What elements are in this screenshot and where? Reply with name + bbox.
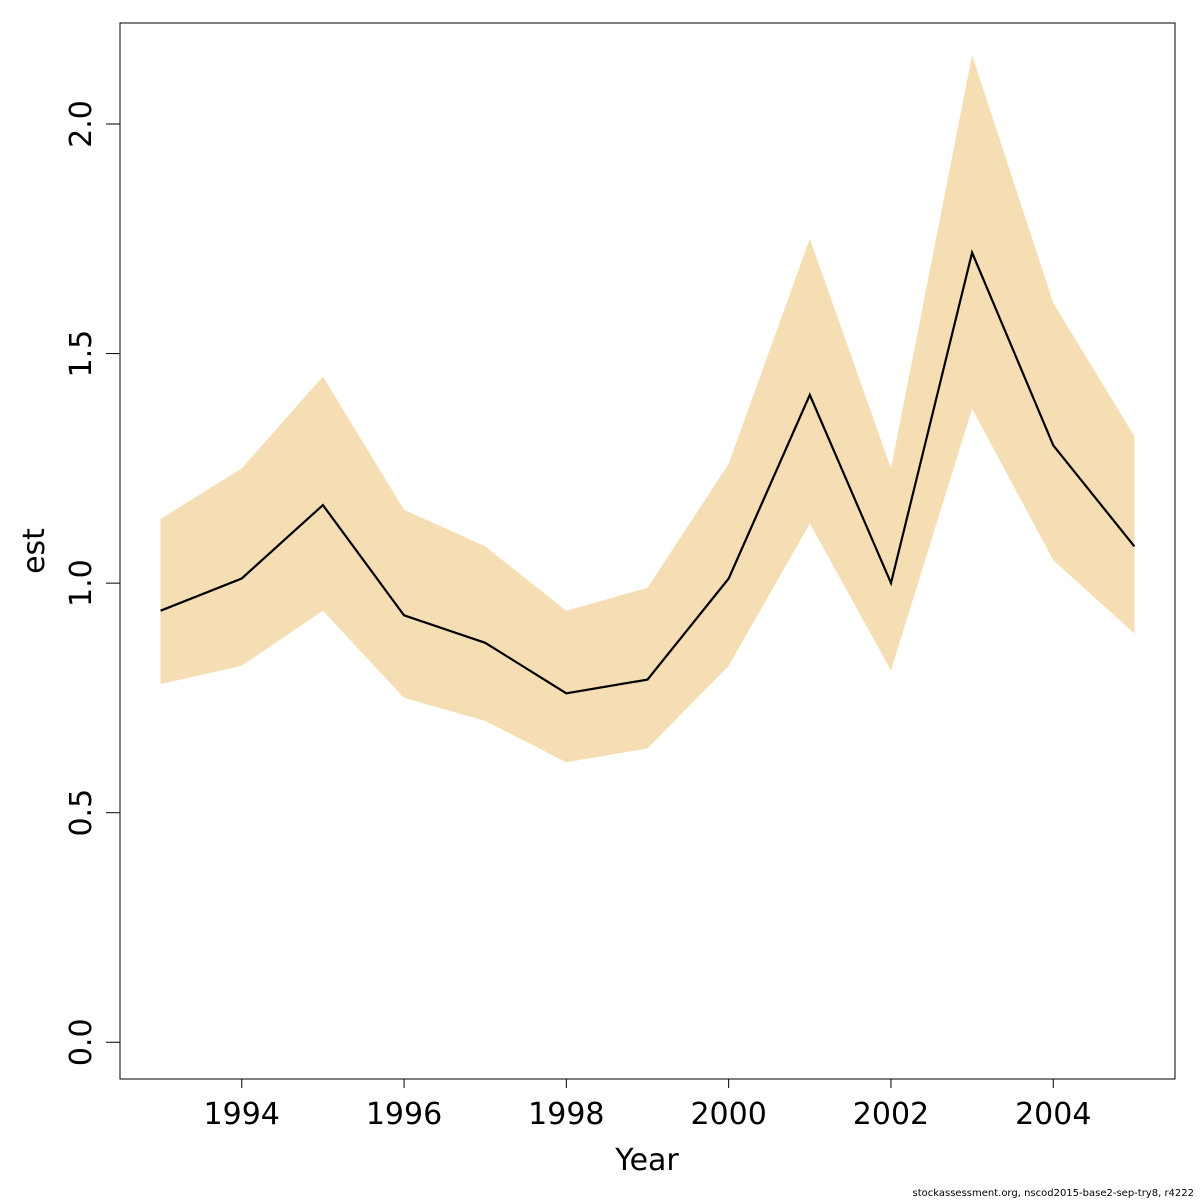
estimate-line-layer	[160, 249, 1136, 695]
y-axis: 0.0 0.5 1.0 1.5 2.0	[64, 100, 120, 1066]
x-tick-label: 2000	[690, 1097, 766, 1132]
y-tick-label: 0.0	[64, 1018, 99, 1066]
y-tick-label: 2.0	[64, 100, 99, 148]
y-tick-label: 1.0	[64, 559, 99, 607]
y-axis-title: est	[17, 528, 52, 574]
x-tick-label: 1996	[366, 1097, 442, 1132]
plot-frame	[119, 22, 1176, 1080]
x-tick-label: 2002	[853, 1097, 929, 1132]
x-tick-label: 2004	[1015, 1097, 1091, 1132]
x-tick-label: 1994	[204, 1097, 280, 1132]
footer-note: stockassessment.org, nscod2015-base2-sep…	[913, 1188, 1195, 1199]
confidence-band-layer	[160, 55, 1135, 763]
x-axis: 1994 1996 1998 2000 2002 2004	[204, 1079, 1091, 1132]
y-tick-label: 1.5	[64, 330, 99, 378]
confidence-band	[160, 55, 1135, 763]
y-tick-label: 0.5	[64, 789, 99, 837]
x-tick-label: 1998	[528, 1097, 604, 1132]
x-axis-title: Year	[614, 1143, 679, 1178]
estimate-line	[160, 249, 1136, 695]
